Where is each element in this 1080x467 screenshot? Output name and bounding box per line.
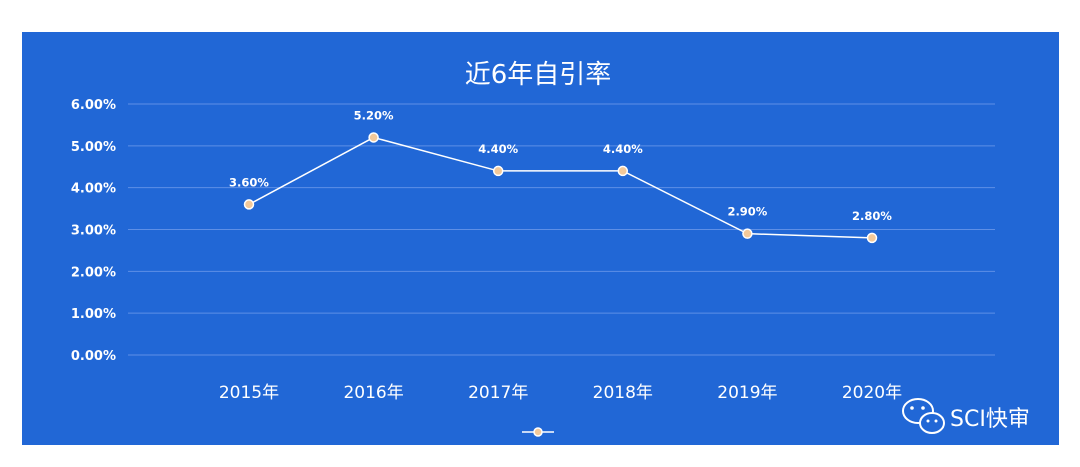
data-point[interactable] — [492, 165, 504, 177]
watermark: SCI快审 — [902, 398, 1030, 434]
data-label: 4.40% — [478, 142, 518, 156]
wechat-icon — [902, 398, 945, 434]
x-tick-label: 2019年 — [717, 383, 777, 403]
chart-title: 近6年自引率 — [465, 60, 612, 90]
legend-marker — [533, 427, 543, 437]
x-tick-label: 2017年 — [468, 383, 528, 403]
x-tick-label: 2020年 — [842, 383, 902, 403]
x-tick-label: 2018年 — [593, 383, 653, 403]
data-label: 3.60% — [229, 175, 269, 189]
y-tick-label: 5.00% — [71, 140, 116, 155]
data-point[interactable] — [617, 165, 629, 177]
y-tick-label: 0.00% — [71, 349, 116, 364]
y-tick-label: 2.00% — [71, 265, 116, 280]
y-tick-label: 6.00% — [71, 98, 116, 113]
series-line — [248, 136, 873, 239]
x-axis: 2015年 2016年 2017年 2018年 2019年 2020年 — [219, 383, 902, 403]
gridlines — [128, 103, 995, 356]
data-point[interactable] — [742, 228, 753, 239]
y-axis: 0.00% 1.00% 2.00% 3.00% 4.00% 5.00% 6.00% — [71, 98, 116, 364]
y-tick-label: 3.00% — [71, 224, 116, 239]
chart-panel — [22, 32, 1059, 445]
x-tick-label: 2016年 — [343, 383, 403, 403]
data-label: 2.80% — [852, 209, 892, 223]
legend[interactable] — [522, 427, 554, 437]
data-point[interactable] — [243, 199, 255, 210]
data-label: 2.90% — [727, 205, 767, 219]
data-label: 5.20% — [354, 108, 394, 122]
data-point[interactable] — [368, 132, 379, 143]
data-point[interactable] — [866, 232, 878, 244]
watermark-text: SCI快审 — [950, 407, 1030, 432]
series: 3.60% 5.20% 4.40% 4.40% 2.90% 2.80% — [229, 108, 892, 244]
y-tick-label: 1.00% — [71, 307, 116, 322]
x-tick-label: 2015年 — [219, 383, 279, 403]
y-tick-label: 4.00% — [71, 182, 116, 197]
data-label: 4.40% — [603, 142, 643, 156]
